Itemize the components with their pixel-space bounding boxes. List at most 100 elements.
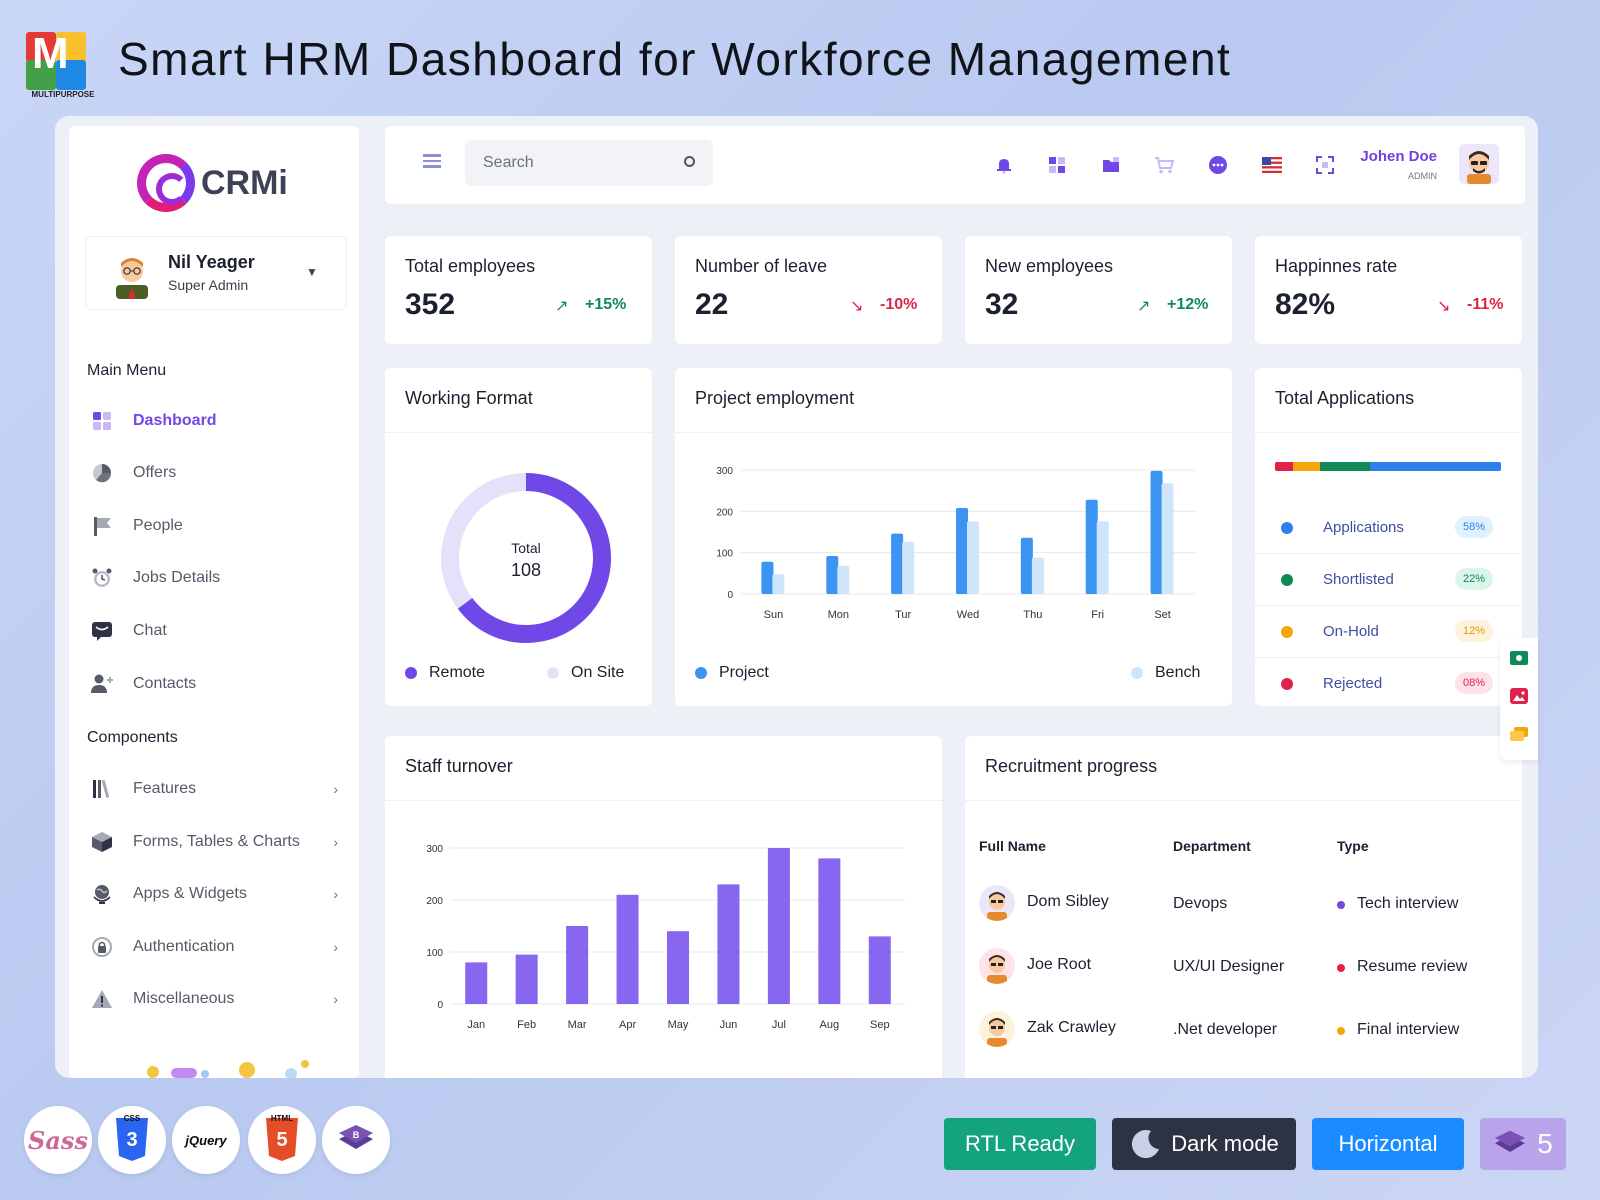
bar-sep (868, 936, 891, 1004)
stacked-bar-segment (1369, 462, 1501, 471)
staff-turnover-card: Staff turnover 0 100 200 300 Jan Feb Mar Apr May… (385, 736, 942, 1078)
x-tick-label: Feb (517, 1019, 536, 1031)
y-tick-label: 200 (716, 507, 733, 518)
application-row-rejected[interactable]: Rejected 08% (1255, 658, 1522, 706)
column-header-department[interactable]: Department (1173, 838, 1251, 854)
candidate-name: Joe Root (1027, 956, 1092, 973)
caret-down-icon[interactable]: ▼ (306, 265, 318, 279)
cube-icon (89, 829, 115, 855)
y-tick-label: 200 (426, 896, 443, 907)
jquery-logo-text: jQuery (185, 1132, 227, 1148)
search-input[interactable] (465, 140, 675, 186)
brand-logo-text: MULTIPURPOSE (31, 90, 95, 99)
user-profile-card[interactable]: Nil Yeager Super Admin ▼ (85, 236, 347, 310)
x-tick-label: Thu (1023, 609, 1042, 621)
banner: M MULTIPURPOSE Smart HRM Dashboard for W… (22, 20, 1322, 100)
x-tick-label: Apr (619, 1019, 636, 1031)
top-user-avatar[interactable] (1459, 144, 1499, 184)
legend-label: Project (719, 664, 769, 681)
sidebar-item-label: Dashboard (133, 412, 217, 429)
y-tick-label: 300 (716, 466, 733, 477)
sidebar-item-contacts[interactable]: Contacts (89, 664, 344, 704)
sidebar-item-apps-widgets[interactable]: Apps & Widgets › (89, 874, 344, 914)
candidate-type: Resume review (1357, 958, 1468, 975)
application-label: Shortlisted (1323, 571, 1394, 588)
fullscreen-icon[interactable] (1314, 154, 1336, 176)
money-icon[interactable] (1500, 640, 1538, 676)
banner-title: Smart HRM Dashboard for Workforce Manage… (118, 33, 1232, 85)
legend-label: Bench (1155, 664, 1201, 681)
sidebar-item-jobs-details[interactable]: Jobs Details (89, 558, 344, 598)
y-tick-label: 0 (437, 1000, 443, 1011)
sidebar-item-features[interactable]: Features › (89, 769, 344, 809)
bar-bench-wed (967, 521, 979, 594)
y-tick-label: 0 (727, 590, 733, 601)
stacked-bar-segment (1293, 462, 1321, 471)
bootstrap-stack-icon: B (339, 1125, 373, 1149)
chevron-right-icon: › (333, 834, 338, 850)
search-box[interactable] (465, 140, 713, 186)
application-row-on-hold[interactable]: On-Hold 12% (1255, 606, 1522, 658)
sidebar-item-label: Features (133, 780, 197, 797)
bar-project-tur (891, 533, 904, 594)
html5-shield-icon: 5 (266, 1118, 298, 1161)
percentage-badge: 08% (1455, 672, 1493, 694)
donut-slice-remote (457, 473, 611, 643)
sidebar-item-label: Chat (133, 622, 167, 639)
x-tick-label: Set (1154, 609, 1171, 621)
x-tick-label: Aug (820, 1019, 840, 1031)
top-user-name[interactable]: Johen Doe (1360, 148, 1437, 165)
kpi-card-new-employees: New employees 32 ↗ +12% (965, 236, 1232, 344)
table-row[interactable]: Zak Crawley .Net developer Final intervi… (965, 1006, 1525, 1056)
warning-icon (89, 986, 115, 1012)
moon-icon (1132, 1130, 1160, 1159)
sidebar-item-miscellaneous[interactable]: Miscellaneous › (89, 979, 344, 1019)
crmi-logo[interactable]: CRMi (137, 154, 288, 212)
sidebar-item-forms-tables-charts[interactable]: Forms, Tables & Charts › (89, 822, 344, 862)
svg-text:3: 3 (126, 1129, 137, 1151)
cart-icon[interactable] (1153, 154, 1175, 176)
chevron-right-icon: › (333, 991, 338, 1007)
html-label: HTML (270, 1114, 294, 1123)
folder-icon[interactable] (1100, 154, 1122, 176)
application-row-applications[interactable]: Applications 58% (1255, 502, 1522, 554)
sidebar-item-offers[interactable]: Offers (89, 453, 344, 493)
us-flag-icon[interactable] (1261, 154, 1283, 176)
bar-mar (566, 926, 589, 1004)
column-header-type[interactable]: Type (1337, 838, 1369, 854)
bell-icon[interactable] (993, 154, 1015, 176)
apps-icon[interactable] (1046, 154, 1068, 176)
alarm-icon (89, 565, 115, 591)
user-plus-icon (89, 671, 115, 697)
legend-item-bench: Bench (1131, 664, 1200, 682)
sidebar-item-chat[interactable]: Chat (89, 611, 344, 651)
sidebar-item-label: Offers (133, 464, 177, 481)
bar-project-thu (1020, 537, 1033, 594)
sidebar-item-dashboard[interactable]: Dashboard (89, 401, 344, 441)
table-row[interactable]: Joe Root UX/UI Designer Resume review (965, 943, 1525, 993)
cards-icon[interactable] (1500, 716, 1538, 752)
table-row[interactable]: Dom Sibley Devops Tech interview (965, 880, 1525, 930)
candidate-type: Tech interview (1357, 895, 1459, 912)
search-icon[interactable] (684, 156, 695, 167)
kpi-title: Happinnes rate (1275, 256, 1398, 276)
pill-label: 5 (1537, 1128, 1553, 1159)
sidebar-item-authentication[interactable]: Authentication › (89, 927, 344, 967)
sidebar-item-people[interactable]: People (89, 506, 344, 546)
application-row-shortlisted[interactable]: Shortlisted 22% (1255, 554, 1522, 606)
dark-mode-badge: Dark mode (1112, 1118, 1296, 1170)
bootstrap-stack-icon (1495, 1130, 1526, 1152)
bar-project-fri (1085, 499, 1098, 594)
pill-label: Horizontal (1338, 1131, 1438, 1156)
image-icon[interactable] (1500, 678, 1538, 714)
hamburger-menu-icon[interactable] (423, 154, 441, 168)
trend-up-icon: ↗ (555, 298, 569, 315)
x-tick-label: Wed (957, 609, 979, 621)
bar-bench-tur (902, 541, 915, 594)
sidebar-item-label: Forms, Tables & Charts (133, 833, 300, 850)
legend-item-remote: Remote (405, 664, 485, 682)
message-icon[interactable] (1207, 154, 1229, 176)
bar-jul (767, 848, 790, 1004)
bar-project-set (1150, 470, 1163, 594)
column-header-full-name[interactable]: Full Name (979, 838, 1046, 854)
